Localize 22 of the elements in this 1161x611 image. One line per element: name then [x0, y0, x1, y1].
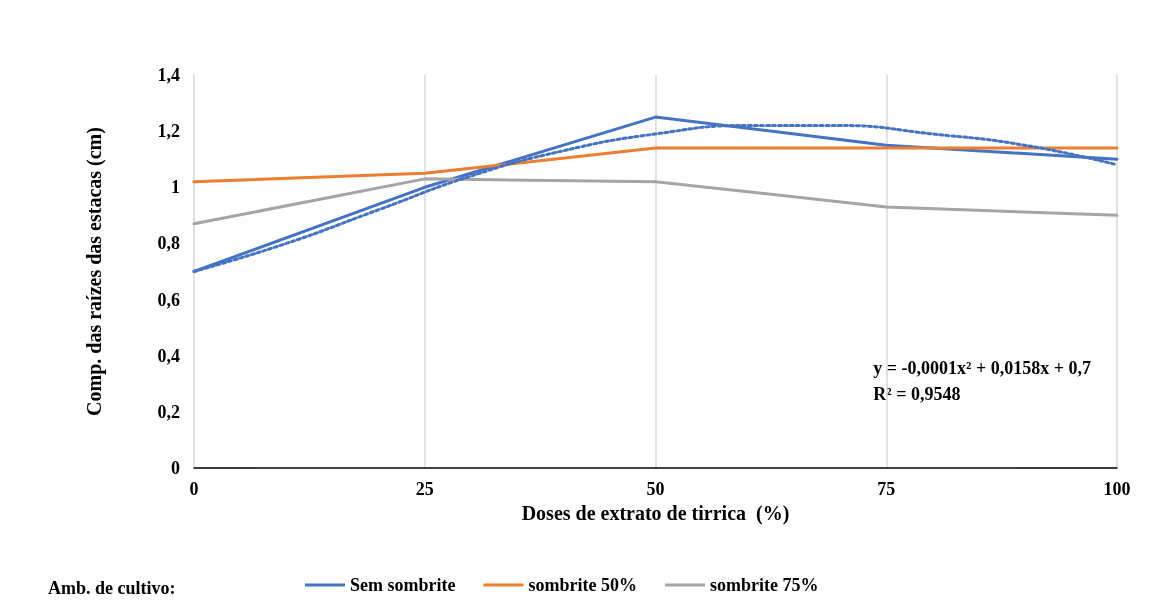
y-tick-label: 0,4 [157, 345, 180, 366]
legend-label: sombrite 75% [709, 575, 819, 595]
x-tick-label: 25 [415, 479, 434, 499]
y-axis-title: Comp. das raízes das estacas (cm) [83, 127, 106, 416]
y-tick-label: 1,2 [157, 121, 180, 142]
annotation: R² = 0,9548 [873, 384, 961, 404]
x-tick-label: 75 [877, 479, 896, 499]
x-axis-title: Doses de extrato de tirrica (%) [521, 501, 790, 525]
legend-label: Sem sombrite [350, 575, 456, 595]
x-tick-label: 100 [1103, 479, 1131, 499]
legend-label: sombrite 50% [528, 575, 637, 595]
annotation: y = -0,0001x² + 0,0158x + 0,7 [873, 358, 1092, 378]
y-tick-label: 1 [171, 177, 180, 198]
legend-title: Amb. de cultivo: [48, 578, 176, 598]
x-tick-label: 50 [646, 479, 665, 499]
y-tick-label: 0 [171, 458, 180, 478]
y-tick-label: 0,2 [157, 401, 180, 422]
x-tick-label: 0 [189, 479, 199, 499]
line-series [192, 177, 1119, 226]
y-tick-label: 0,6 [157, 289, 180, 310]
y-tick-label: 0,8 [157, 233, 180, 254]
y-tick-label: 1,4 [157, 65, 180, 85]
